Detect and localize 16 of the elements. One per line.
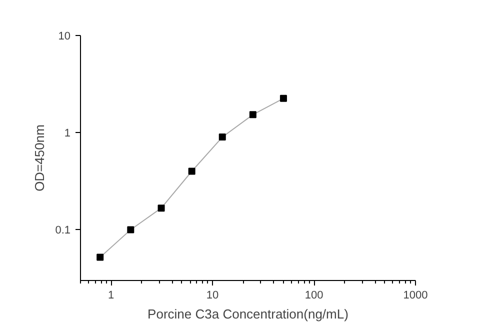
x-tick-label: 10 [206,290,219,302]
x-tick-label: 1 [108,290,114,302]
point [96,254,104,261]
y-axis-title: OD=450nm [32,124,48,192]
x-tick-label: 1000 [403,290,428,302]
point [127,226,134,234]
y-tick-label: 0.1 [55,224,71,237]
point [218,134,226,141]
y-tick-label: 1 [64,128,71,140]
x-tick-label: 100 [304,290,324,302]
point [280,94,287,102]
point [188,168,196,175]
point [158,204,165,212]
x-axis-title: Porcine C3a Concentration(ng/mL) [148,306,348,322]
point [249,111,256,118]
y-tick-label: 10 [58,30,71,42]
